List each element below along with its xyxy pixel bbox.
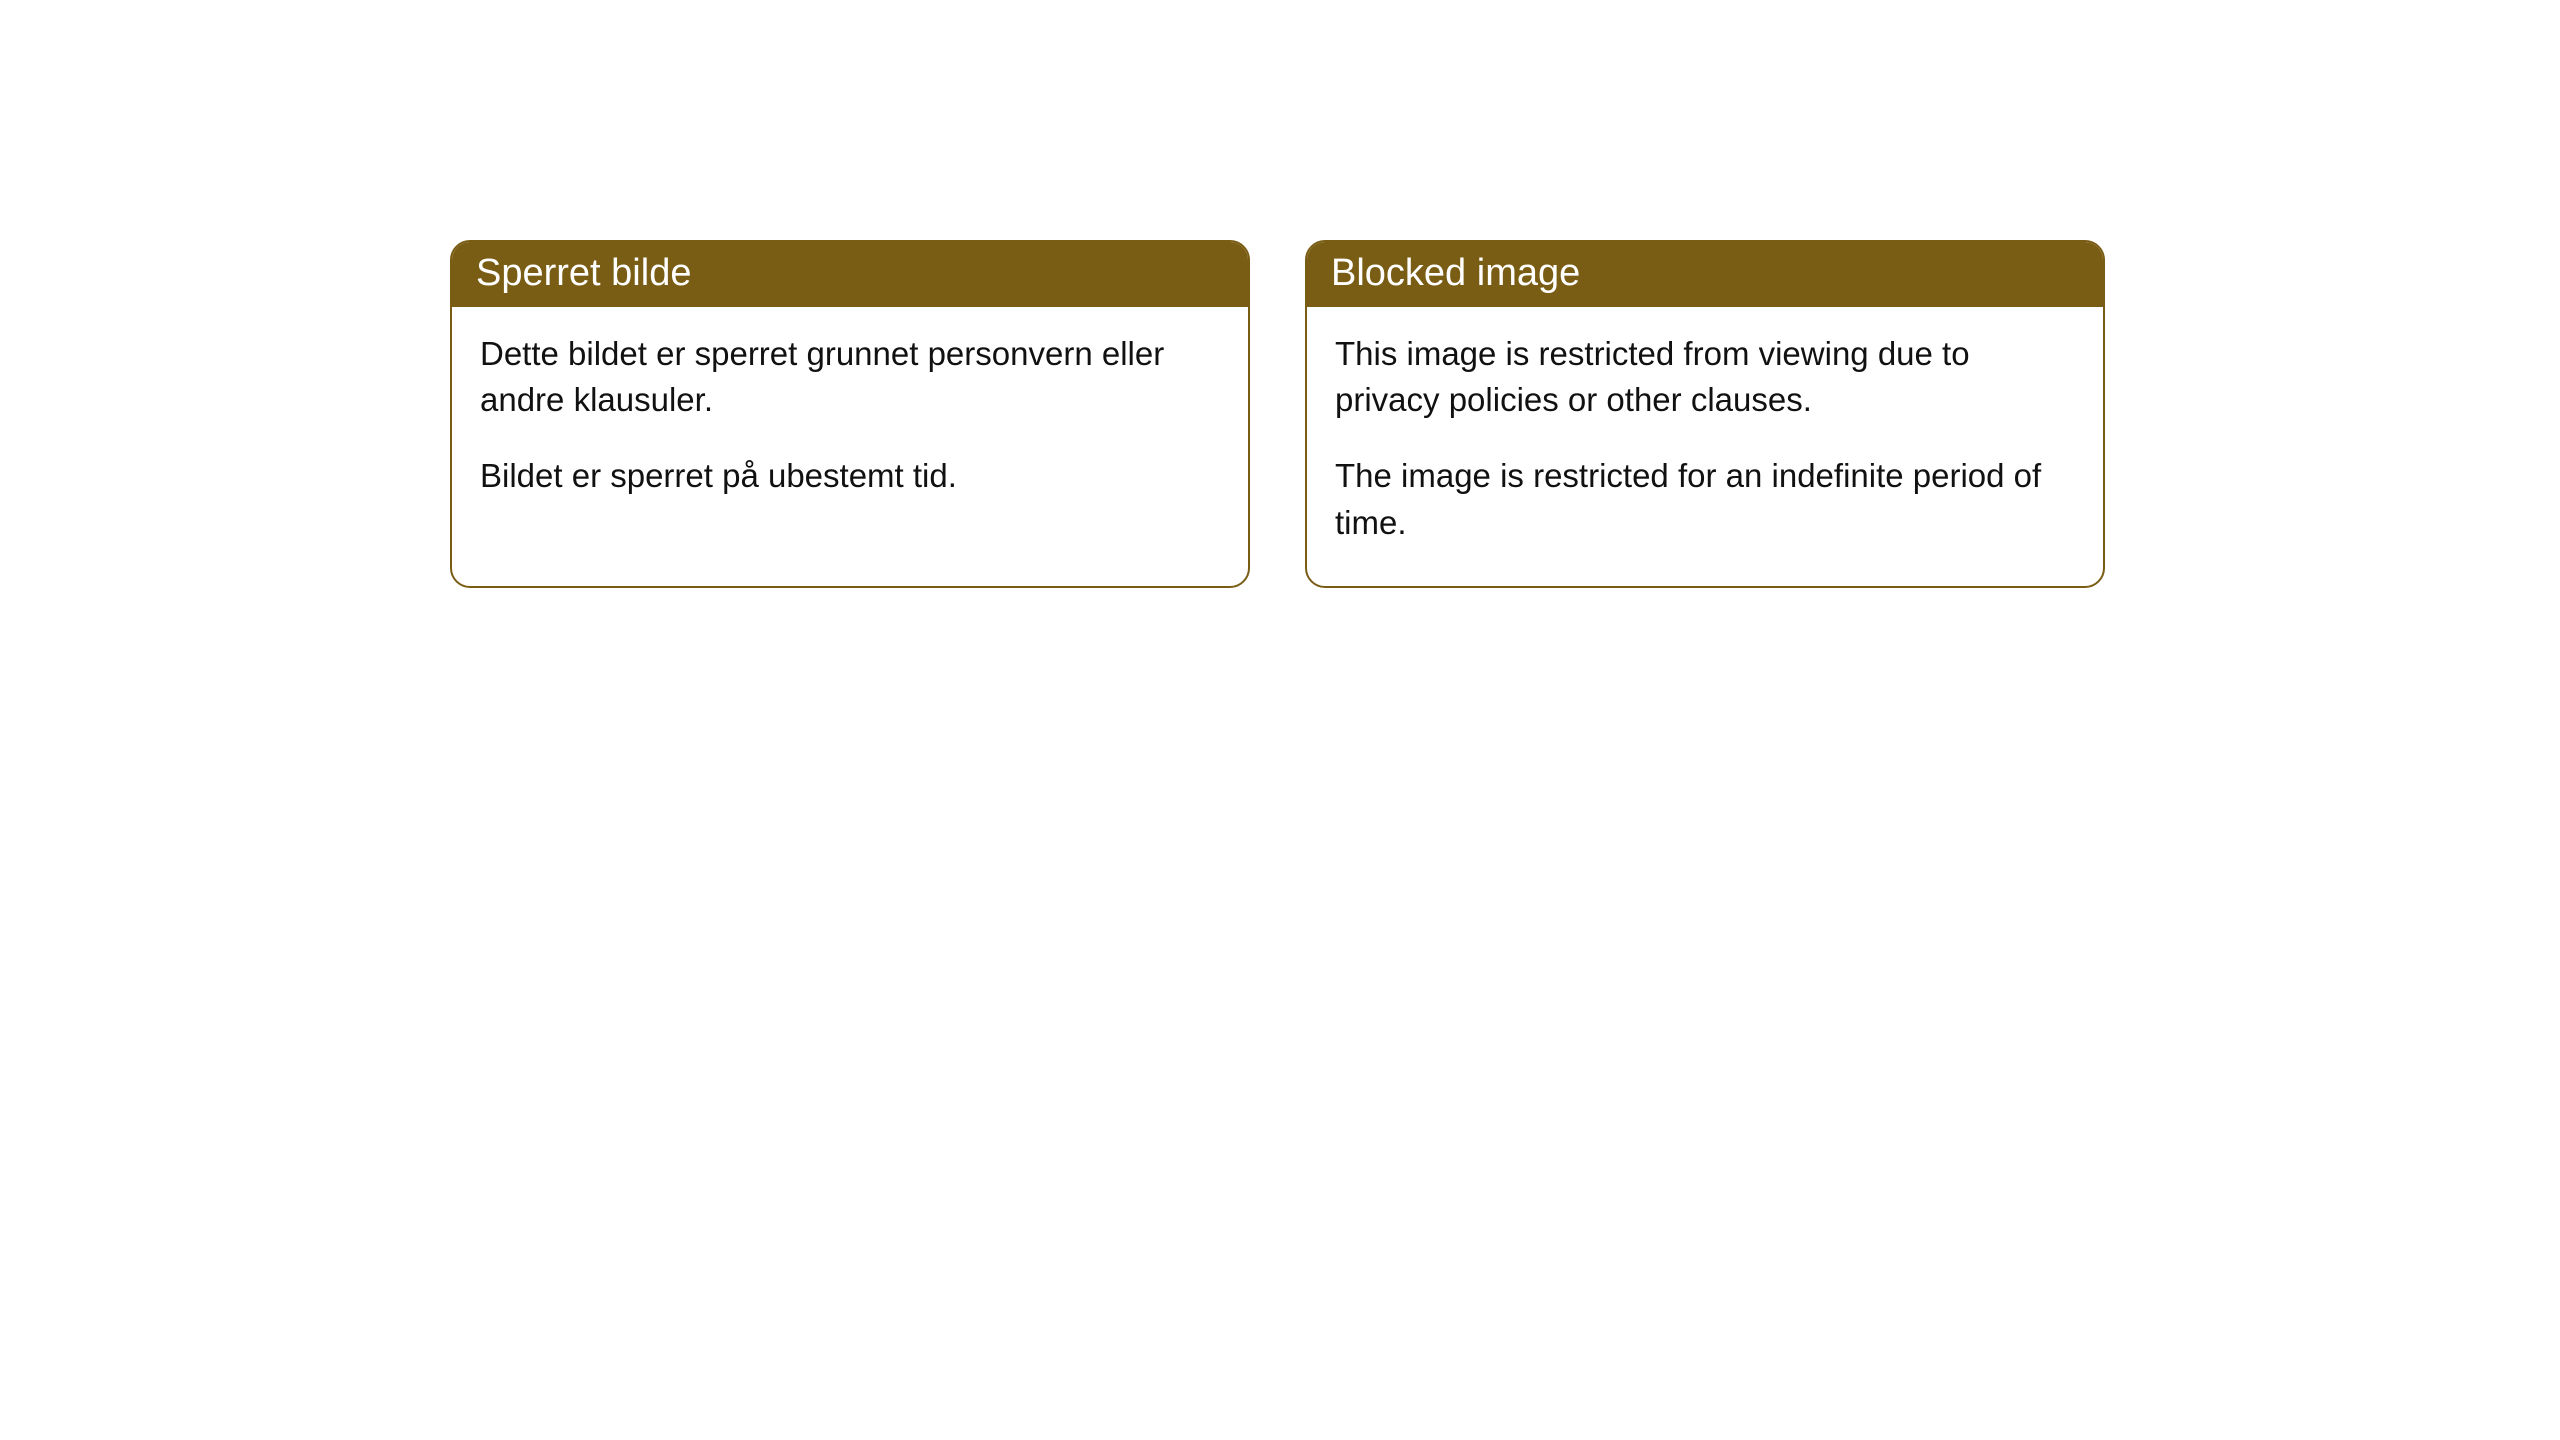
card-paragraph: Bildet er sperret på ubestemt tid. — [480, 453, 1220, 499]
notice-card-english: Blocked image This image is restricted f… — [1305, 240, 2105, 588]
card-title: Sperret bilde — [476, 252, 691, 294]
card-paragraph: Dette bildet er sperret grunnet personve… — [480, 331, 1220, 423]
card-body: This image is restricted from viewing du… — [1307, 307, 2103, 586]
card-body: Dette bildet er sperret grunnet personve… — [452, 307, 1248, 540]
card-paragraph: This image is restricted from viewing du… — [1335, 331, 2075, 423]
notice-cards-container: Sperret bilde Dette bildet er sperret gr… — [450, 240, 2560, 588]
card-header: Blocked image — [1307, 242, 2103, 307]
card-title: Blocked image — [1331, 252, 1580, 294]
card-paragraph: The image is restricted for an indefinit… — [1335, 453, 2075, 545]
card-header: Sperret bilde — [452, 242, 1248, 307]
notice-card-norwegian: Sperret bilde Dette bildet er sperret gr… — [450, 240, 1250, 588]
